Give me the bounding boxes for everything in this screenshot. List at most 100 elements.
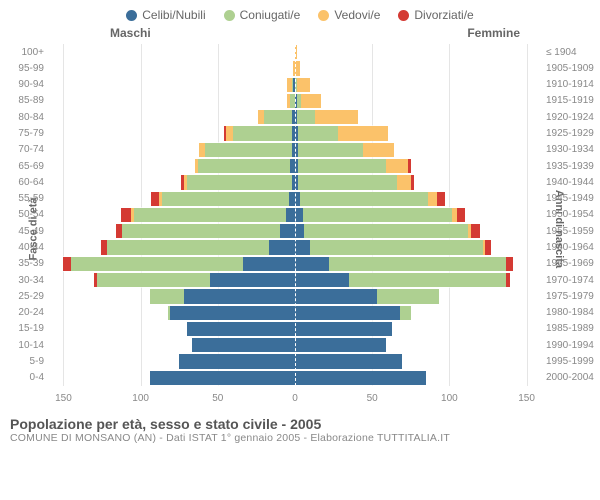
bar	[150, 288, 295, 304]
age-label: 10-14	[6, 340, 44, 351]
bar	[295, 93, 321, 109]
bar-segment	[310, 240, 483, 254]
male-half	[48, 191, 295, 207]
bar-segment	[386, 159, 408, 173]
birth-label: 1945-1949	[546, 193, 598, 204]
bar-segment	[411, 175, 414, 189]
bar	[195, 158, 295, 174]
bar	[295, 256, 513, 272]
bar-segment	[71, 257, 242, 271]
legend-label: Coniugati/e	[240, 8, 301, 22]
footer: Popolazione per età, sesso e stato civil…	[0, 414, 600, 444]
bar	[181, 174, 295, 190]
birth-label: 1910-1914	[546, 79, 598, 90]
legend: Celibi/Nubili Coniugati/e Vedovi/e Divorzia…	[0, 0, 600, 26]
bar-segment	[179, 354, 295, 368]
birth-label: 1990-1994	[546, 340, 598, 351]
bar-segment	[280, 224, 295, 238]
bar-segment	[295, 289, 377, 303]
bar-segment	[205, 143, 291, 157]
bar-segment	[315, 110, 358, 124]
bar-segment	[295, 224, 304, 238]
age-label: 50-54	[6, 209, 44, 220]
female-half	[295, 305, 542, 321]
male-half	[48, 256, 295, 272]
female-half	[295, 223, 542, 239]
age-label: 85-89	[6, 95, 44, 106]
bar	[287, 77, 295, 93]
legend-swatch	[398, 10, 409, 21]
bar	[151, 191, 295, 207]
bar-segment	[122, 224, 279, 238]
legend-item: Vedovi/e	[318, 8, 380, 22]
birth-label: 1985-1989	[546, 323, 598, 334]
bar-segment	[264, 110, 292, 124]
female-half	[295, 370, 542, 386]
bar-segment	[295, 322, 392, 336]
birth-label: 1960-1964	[546, 242, 598, 253]
x-tick: 100	[132, 393, 149, 404]
birth-label: ≤ 1904	[546, 47, 598, 58]
age-label: 45-49	[6, 226, 44, 237]
chart-area: Fasce di età Anni di nascita 15010050050…	[0, 44, 600, 414]
bar-segment	[301, 94, 321, 108]
male-half	[48, 44, 295, 60]
x-tick: 50	[212, 393, 223, 404]
age-label: 55-59	[6, 193, 44, 204]
age-label: 75-79	[6, 128, 44, 139]
bar-segment	[295, 240, 310, 254]
legend-item: Celibi/Nubili	[126, 8, 205, 22]
bar-segment	[162, 192, 289, 206]
bar	[150, 370, 295, 386]
bar-segment	[303, 208, 453, 222]
bar	[295, 272, 510, 288]
bar-segment	[363, 143, 394, 157]
bar	[192, 337, 295, 353]
male-half	[48, 337, 295, 353]
age-label: 40-44	[6, 242, 44, 253]
bar-segment	[295, 208, 303, 222]
female-half	[295, 109, 542, 125]
bar-segment	[295, 354, 402, 368]
birth-label: 1980-1984	[546, 307, 598, 318]
bar	[295, 191, 445, 207]
bar-segment	[437, 192, 445, 206]
birth-label: 2000-2004	[546, 372, 598, 383]
age-label: 70-74	[6, 144, 44, 155]
x-tick: 100	[441, 393, 458, 404]
birth-label: 1940-1944	[546, 177, 598, 188]
bar-segment	[295, 257, 329, 271]
birth-label: 1995-1999	[546, 356, 598, 367]
bar	[295, 223, 480, 239]
bar	[101, 239, 296, 255]
bar-segment	[298, 143, 363, 157]
bar	[295, 239, 491, 255]
bar-segment	[298, 159, 386, 173]
bar	[295, 337, 386, 353]
bar-segment	[295, 273, 349, 287]
legend-swatch	[126, 10, 137, 21]
legend-item: Divorziati/e	[398, 8, 473, 22]
male-half	[48, 77, 295, 93]
female-half	[295, 288, 542, 304]
bar-segment	[187, 175, 292, 189]
female-half	[295, 44, 542, 60]
gender-headers: Maschi Femmine	[0, 26, 600, 40]
age-label: 100+	[6, 47, 44, 58]
birth-label: 1950-1954	[546, 209, 598, 220]
bar-segment	[506, 257, 512, 271]
bar-segment	[485, 240, 491, 254]
female-half	[295, 191, 542, 207]
bar-segment	[63, 257, 71, 271]
male-half	[48, 321, 295, 337]
x-tick: 50	[367, 393, 378, 404]
bar	[295, 125, 388, 141]
age-label: 5-9	[6, 356, 44, 367]
bar-segment	[150, 371, 295, 385]
bar	[224, 125, 295, 141]
bar	[199, 142, 295, 158]
male-half	[48, 109, 295, 125]
age-label: 90-94	[6, 79, 44, 90]
bar	[94, 272, 295, 288]
age-label: 30-34	[6, 275, 44, 286]
